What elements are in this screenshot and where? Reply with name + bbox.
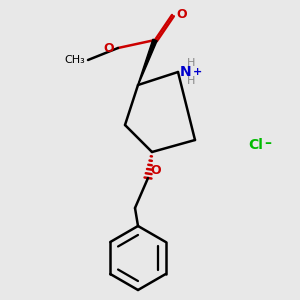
Text: Cl: Cl xyxy=(248,138,263,152)
Polygon shape xyxy=(138,39,157,85)
Text: –: – xyxy=(264,136,271,150)
Text: +: + xyxy=(194,67,202,77)
Text: H: H xyxy=(187,58,195,68)
Text: N: N xyxy=(180,65,192,79)
Text: O: O xyxy=(176,8,187,20)
Text: H: H xyxy=(187,76,195,86)
Text: O: O xyxy=(150,164,160,177)
Text: CH₃: CH₃ xyxy=(64,55,85,65)
Text: O: O xyxy=(103,41,114,55)
